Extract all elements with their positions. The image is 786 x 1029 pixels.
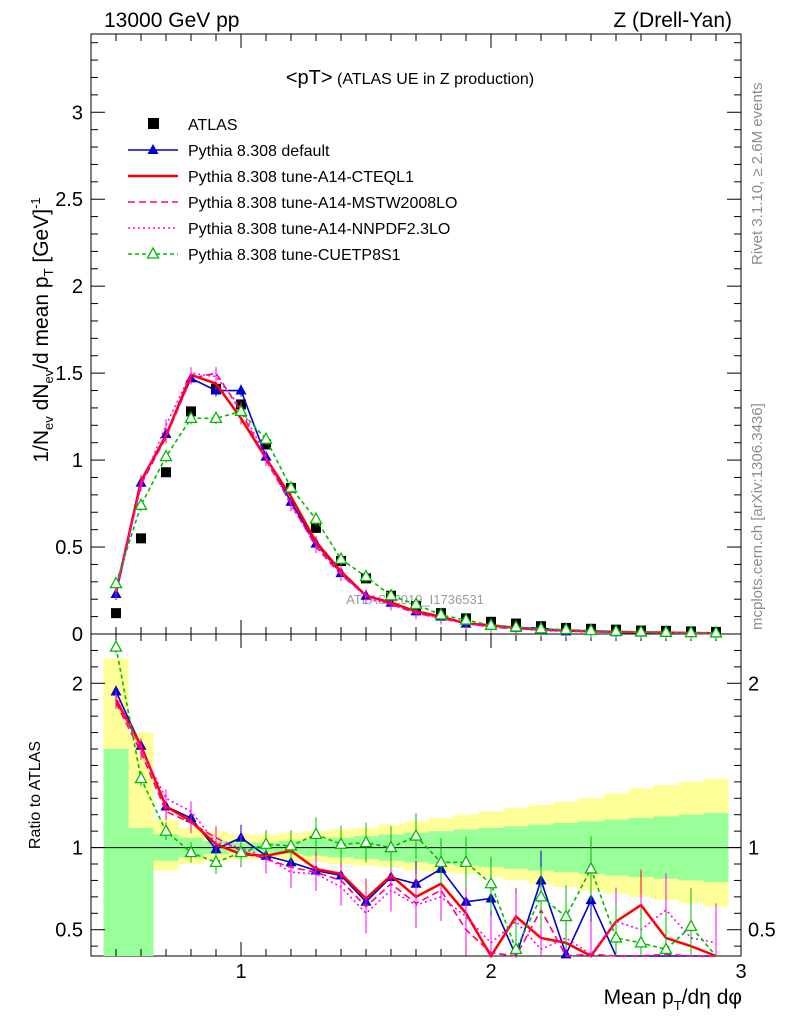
data-marker-open-triangle — [259, 836, 273, 849]
y-tick-label-main: 0 — [72, 624, 83, 646]
data-marker-open-triangle — [184, 845, 198, 858]
data-marker-open-triangle — [684, 625, 698, 638]
data-marker-open-triangle — [559, 909, 573, 922]
plot-title-sub: (ATLAS UE in Z production) — [333, 71, 535, 88]
data-marker-open-triangle — [659, 942, 673, 955]
data-marker-open-triangle — [309, 511, 323, 524]
legend-label: Pythia 8.308 tune-CUETP8S1 — [188, 247, 401, 264]
y-tick-label-main: 3 — [72, 102, 83, 124]
data-marker-open-triangle — [484, 876, 498, 889]
legend: ATLAS Pythia 8.308 default Pythia 8.308 tu… — [128, 117, 457, 264]
data-marker-open-triangle — [359, 835, 373, 848]
data-marker-triangle — [235, 384, 247, 395]
y-tick-label-ratio: 0.5 — [55, 920, 83, 942]
data-marker-open-triangle — [334, 836, 348, 849]
y-axis-label-ratio: Ratio to ATLAS — [27, 741, 44, 849]
data-marker-open-triangle — [534, 621, 548, 634]
main-series-group — [109, 367, 723, 640]
legend-label: Pythia 8.308 tune-A14-NNPDF2.3LO — [188, 221, 450, 238]
data-marker-open-triangle — [146, 246, 160, 259]
data-marker-open-triangle — [484, 617, 498, 630]
data-marker-open-triangle — [209, 410, 223, 423]
data-marker-open-triangle — [109, 576, 123, 589]
data-marker-open-triangle — [234, 845, 248, 858]
legend-label: ATLAS — [188, 117, 238, 134]
data-marker-open-triangle — [134, 771, 148, 784]
x-tick-label: 3 — [735, 961, 746, 983]
data-marker-open-triangle — [134, 497, 148, 510]
data-marker-open-triangle — [434, 855, 448, 868]
header-left: 13000 GeV pp — [104, 9, 239, 32]
data-marker-open-triangle — [634, 624, 648, 637]
data-marker-open-triangle — [609, 624, 623, 637]
data-marker-square — [136, 533, 146, 544]
data-marker-open-triangle — [159, 823, 173, 836]
legend-label: Pythia 8.308 tune-A14-MSTW2008LO — [188, 195, 457, 212]
y-tick-label-ratio-right: 2 — [748, 673, 759, 695]
data-marker-open-triangle — [409, 597, 423, 610]
header-right: Z (Drell-Yan) — [613, 9, 732, 32]
y-tick-label-main: 2.5 — [55, 189, 83, 211]
data-marker-open-triangle — [459, 855, 473, 868]
ratio-series-group — [109, 639, 717, 959]
data-marker-open-triangle — [109, 639, 123, 652]
legend-label: Pythia 8.308 tune-A14-CTEQL1 — [188, 169, 414, 186]
y-tick-label-ratio-right: 0.5 — [748, 920, 776, 942]
data-marker-open-triangle — [459, 612, 473, 625]
y-tick-label-main: 1.5 — [55, 363, 83, 385]
side-label-bottom: mcplots.cern.ch [arXiv:1306.3436] — [749, 403, 766, 630]
legend-marker-atlas — [148, 118, 159, 129]
data-marker-open-triangle — [509, 619, 523, 632]
data-marker-open-triangle — [384, 588, 398, 601]
data-marker-open-triangle — [634, 935, 648, 948]
data-marker-open-triangle — [284, 838, 298, 851]
data-marker-open-triangle — [534, 889, 548, 902]
data-marker-square — [161, 467, 171, 478]
y-tick-label-main: 2 — [72, 276, 83, 298]
x-axis-label: Mean pT/dη dφ — [604, 986, 742, 1013]
legend-label: Pythia 8.308 default — [188, 143, 330, 160]
data-marker-open-triangle — [409, 828, 423, 841]
y-tick-label-main: 1 — [72, 450, 83, 472]
data-marker-open-triangle — [659, 624, 673, 637]
y-tick-label-main: 0.5 — [55, 537, 83, 559]
data-marker-open-triangle — [509, 942, 523, 955]
data-marker-open-triangle — [359, 569, 373, 582]
plot-title-main: <pT> — [286, 67, 333, 89]
data-marker-open-triangle — [684, 919, 698, 932]
data-marker-triangle — [147, 144, 159, 154]
data-marker-open-triangle — [584, 861, 598, 874]
data-marker-square — [311, 522, 321, 533]
inner-band-bin — [103, 749, 129, 956]
data-marker-open-triangle — [184, 410, 198, 423]
y-tick-label-ratio: 1 — [72, 838, 83, 860]
x-tick-label: 2 — [485, 961, 496, 983]
axes: 1 2 300.511.522.530.5 0.51 12 2 — [55, 34, 776, 983]
data-marker-open-triangle — [284, 480, 298, 493]
inner-band-bin — [128, 827, 154, 956]
data-marker-open-triangle — [709, 625, 723, 638]
data-marker-open-triangle — [559, 622, 573, 635]
data-marker-open-triangle — [159, 449, 173, 462]
data-marker-open-triangle — [384, 840, 398, 853]
data-marker-open-triangle — [209, 855, 223, 868]
data-marker-open-triangle — [434, 607, 448, 620]
y-tick-label-ratio: 2 — [72, 673, 83, 695]
data-marker-open-triangle — [334, 551, 348, 564]
side-label-top: Rivet 3.1.10, ≥ 2.6M events — [749, 83, 766, 266]
x-tick-label: 1 — [235, 961, 246, 983]
y-axis-label-main: 1/Nev dNev/d mean pT [GeV]-1 — [28, 197, 56, 462]
plot-title: <pT> (ATLAS UE in Z production) — [286, 67, 534, 89]
data-marker-open-triangle — [259, 431, 273, 444]
data-marker-open-triangle — [584, 623, 598, 636]
data-marker-open-triangle — [309, 827, 323, 840]
data-marker-open-triangle — [609, 930, 623, 943]
data-marker-open-triangle — [234, 404, 248, 417]
data-marker-square — [111, 608, 121, 619]
y-tick-label-ratio-right: 1 — [748, 838, 759, 860]
